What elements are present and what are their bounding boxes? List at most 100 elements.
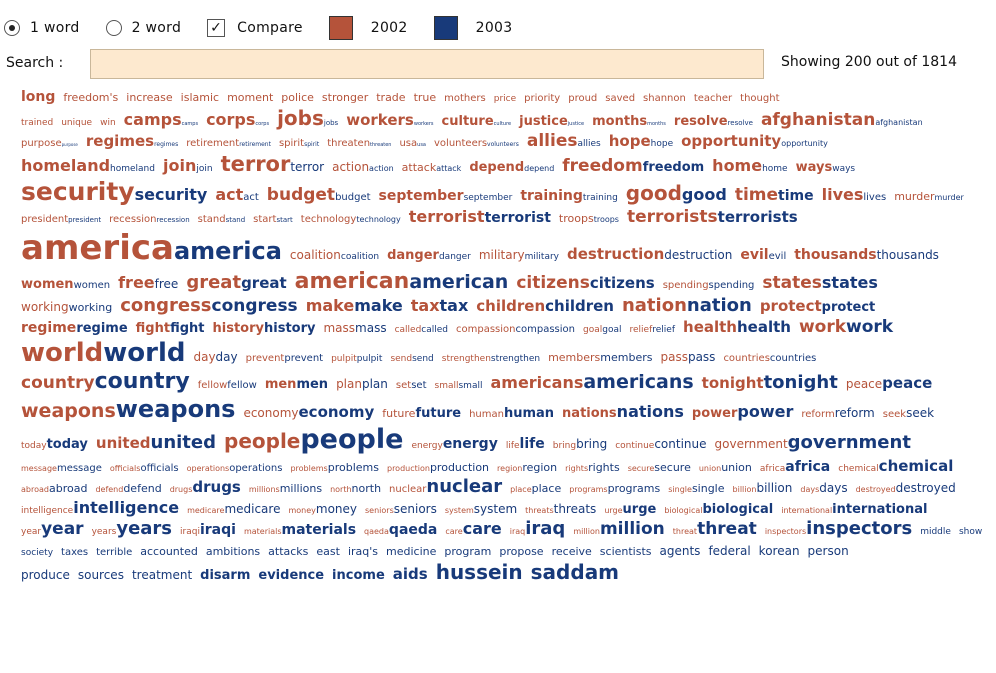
word-2002[interactable]: problems (290, 464, 328, 473)
cloud-word[interactable]: statesstates (762, 273, 878, 293)
word-2002[interactable]: hope (608, 132, 651, 150)
cloud-word[interactable]: stronger (322, 86, 368, 105)
cloud-word[interactable]: receive (552, 540, 592, 559)
word-2003[interactable]: volunteers (487, 141, 519, 148)
cloud-word[interactable]: price (494, 86, 516, 105)
word-2003[interactable]: rights (588, 461, 620, 474)
cloud-word[interactable]: evidence (258, 564, 324, 583)
word-2003[interactable]: months (647, 121, 666, 127)
cloud-word[interactable]: strengthenstrengthen (442, 346, 540, 365)
word-2003[interactable]: fight (170, 321, 205, 336)
cloud-word[interactable]: opportunityopportunity (681, 131, 828, 150)
word-2002[interactable]: compassion (456, 324, 516, 335)
word-2002[interactable]: operations (186, 464, 230, 473)
word-2002[interactable]: materials (243, 527, 282, 536)
word-2003[interactable]: time (778, 188, 814, 204)
word-2002[interactable]: threat (672, 527, 698, 536)
word-2003[interactable]: world (103, 338, 186, 368)
word-2002[interactable]: urge (604, 506, 623, 515)
cloud-word[interactable]: teacher (694, 86, 732, 105)
word-2003[interactable]: reform (834, 406, 875, 420)
cloud-word[interactable]: daysdays (800, 477, 847, 496)
word-2003[interactable]: tax (439, 296, 469, 315)
cloud-word[interactable]: workwork (799, 317, 893, 337)
cloud-word[interactable]: peoplepeople (224, 424, 403, 455)
word-2003[interactable]: officials (140, 463, 179, 474)
cloud-word[interactable]: nationnation (622, 295, 752, 316)
word-2002[interactable]: police (281, 91, 314, 104)
cloud-word[interactable]: countriescountries (723, 346, 816, 365)
word-2002[interactable]: days (800, 485, 820, 494)
word-2002[interactable]: recession (109, 214, 157, 225)
word-2003[interactable]: intelligence (73, 498, 180, 517)
word-2002[interactable]: called (394, 325, 422, 335)
cloud-word[interactable]: actact (215, 185, 258, 204)
cloud-word[interactable]: mothers (444, 86, 486, 105)
word-2003[interactable]: africa (785, 459, 831, 475)
word-2003[interactable]: afghanistan (875, 118, 923, 127)
word-2003[interactable]: nations (616, 402, 684, 421)
cloud-word[interactable]: preventprevent (246, 346, 323, 365)
word-2002[interactable]: evil (740, 247, 769, 263)
word-2002[interactable]: health (683, 318, 737, 336)
word-2002[interactable]: threats (525, 506, 554, 515)
word-2003[interactable]: single (691, 482, 725, 495)
word-2002[interactable]: camps (123, 110, 182, 129)
cloud-word[interactable]: calledcalled (395, 317, 448, 336)
cloud-word[interactable]: workersworkers (346, 110, 433, 129)
word-2002[interactable]: children (476, 297, 546, 315)
word-2003[interactable]: ambitions (205, 545, 261, 558)
cloud-word[interactable]: africaafrica (760, 456, 830, 475)
cloud-word[interactable]: threatsthreats (525, 498, 596, 517)
cloud-word[interactable]: moneymoney (288, 498, 357, 517)
word-2002[interactable]: action (332, 160, 370, 174)
word-2003[interactable]: program (444, 545, 492, 558)
word-2002[interactable]: secure (627, 464, 655, 473)
word-2003[interactable]: union (721, 461, 752, 474)
radio-1-word[interactable]: 1 word (4, 20, 80, 36)
cloud-word[interactable]: propose (499, 540, 543, 559)
cloud-word[interactable]: messagemessage (21, 456, 102, 475)
word-2003[interactable]: government (787, 432, 911, 453)
cloud-word[interactable]: pulpitpulpit (331, 346, 382, 365)
word-2002[interactable]: freedom's (63, 91, 119, 104)
cloud-word[interactable]: childrenchildren (476, 296, 614, 315)
cloud-word[interactable]: spiritspirit (279, 131, 319, 150)
cloud-word[interactable]: singlesingle (668, 477, 724, 496)
word-2002[interactable]: qaeda (364, 527, 389, 536)
word-2003[interactable]: threaten (370, 142, 392, 148)
cloud-word[interactable]: billionbillion (733, 477, 793, 496)
word-2003[interactable]: send (412, 354, 434, 364)
word-2002[interactable]: teacher (693, 93, 733, 104)
cloud-word[interactable]: usausa (399, 131, 426, 150)
word-2002[interactable]: american (294, 269, 410, 294)
word-2003[interactable]: disarm (200, 568, 251, 583)
word-2003[interactable]: message (56, 463, 102, 474)
word-2003[interactable]: small (458, 381, 483, 391)
cloud-word[interactable]: governmentgovernment (715, 432, 911, 453)
word-2002[interactable]: intelligence (21, 506, 74, 516)
word-2003[interactable]: children (545, 297, 614, 315)
word-2003[interactable]: home (762, 164, 788, 174)
word-2003[interactable]: act (243, 192, 259, 203)
cloud-word[interactable]: massmass (323, 317, 386, 336)
word-2002[interactable]: medicare (187, 506, 225, 515)
word-2003[interactable]: chemical (878, 457, 954, 475)
cloud-word[interactable]: programsprograms (569, 477, 660, 496)
word-2003[interactable]: billion (756, 481, 793, 495)
radio-2-word[interactable]: 2 word (105, 20, 182, 36)
word-2002[interactable]: africa (759, 464, 786, 474)
word-2002[interactable]: murder (894, 190, 935, 203)
cloud-word[interactable]: regimesregimes (86, 131, 178, 150)
cloud-word[interactable]: islamic (181, 86, 219, 105)
word-2003[interactable]: iraqi (199, 522, 236, 538)
cloud-word[interactable]: hopehope (609, 131, 673, 150)
word-2003[interactable]: programs (607, 482, 661, 495)
cloud-word[interactable]: trade (376, 86, 405, 105)
word-2003[interactable]: attack (436, 164, 462, 173)
cloud-word[interactable]: terrorterror (221, 152, 325, 176)
cloud-word[interactable]: technologytechnology (301, 207, 401, 226)
cloud-word[interactable]: destroyeddestroyed (856, 477, 956, 496)
radio-selected-icon[interactable] (4, 20, 20, 36)
cloud-word[interactable]: operationsoperations (187, 456, 283, 475)
